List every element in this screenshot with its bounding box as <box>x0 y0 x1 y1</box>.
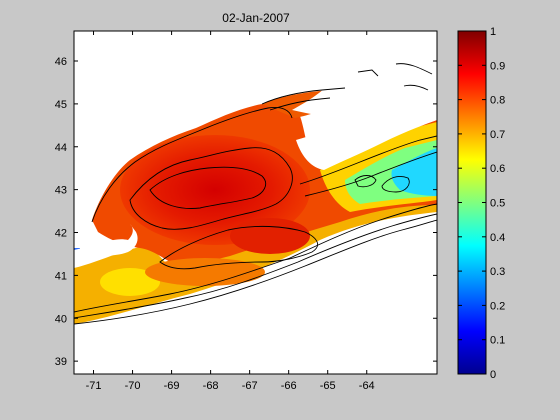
contour-georges <box>159 225 319 270</box>
colorbar-tick-label: 0.4 <box>490 232 505 244</box>
map-axes <box>74 31 437 374</box>
contour-scotian-bank <box>381 175 410 193</box>
field-hot-core-2 <box>230 218 310 254</box>
lat-tick-label: 40 <box>55 313 67 325</box>
lat-tick-label: 45 <box>55 99 67 111</box>
colorbar-tick-label: 0 <box>490 369 496 381</box>
colorbar: 1 0.9 0.8 0.7 0.6 0.5 0.4 0.3 0.2 0.1 0 <box>457 26 505 381</box>
contour-shelf-1 <box>74 203 437 313</box>
contour-shelf-3 <box>74 219 437 325</box>
lat-tick-label: 46 <box>55 56 67 68</box>
lat-tick-label: 42 <box>55 228 67 240</box>
lon-tick-label: -67 <box>242 380 258 392</box>
contour-gulf-basin <box>129 147 293 230</box>
colorbar-tick-label: 0.6 <box>490 163 505 175</box>
cape-cod-land <box>74 224 138 258</box>
lat-tick-label: 43 <box>55 185 67 197</box>
map-title: 02-Jan-2007 <box>222 11 290 25</box>
contour-scotian-2 <box>304 151 437 197</box>
lon-tick-label: -71 <box>86 380 102 392</box>
field-hot-core <box>120 135 310 245</box>
lat-tick-label: 41 <box>55 270 67 282</box>
colorbar-tick-label: 0.7 <box>490 129 505 141</box>
colorbar-scale <box>457 30 487 375</box>
colorbar-tick-label: 0.9 <box>490 60 505 72</box>
lon-axis: -71 -70 -69 -68 -67 -66 -65 -64 <box>86 31 375 392</box>
contour-scotian-bank-2 <box>354 175 377 188</box>
lat-axis: 46 45 44 43 42 41 40 39 <box>55 56 437 368</box>
colorbar-tick-label: 0.5 <box>490 198 505 210</box>
lon-tick-label: -70 <box>125 380 141 392</box>
contour-scotian-1 <box>299 135 437 185</box>
field-cape-yellow <box>100 268 160 296</box>
nova-scotia-land <box>292 31 437 122</box>
colorbar-tick-label: 0.1 <box>490 335 505 347</box>
colorbar-ticks: 1 0.9 0.8 0.7 0.6 0.5 0.4 0.3 0.2 0.1 0 <box>458 26 505 381</box>
colorbar-tick-label: 1 <box>490 26 496 38</box>
lon-tick-label: -64 <box>359 380 375 392</box>
lon-tick-label: -69 <box>164 380 180 392</box>
contour-fundy <box>261 87 346 111</box>
lon-tick-label: -65 <box>320 380 336 392</box>
lat-tick-label: 44 <box>55 142 67 154</box>
colorbar-tick-label: 0.2 <box>490 300 505 312</box>
contour-north-land <box>357 63 433 91</box>
contour-shelf-2 <box>74 213 437 319</box>
bathymetry-contours <box>74 63 437 325</box>
lon-tick-label: -66 <box>281 380 297 392</box>
lon-tick-label: -68 <box>203 380 219 392</box>
colorbar-tick-label: 0.8 <box>490 95 505 107</box>
map-axes-frame <box>73 30 438 375</box>
contour-gulf-inner <box>149 166 266 209</box>
colorbar-tick-label: 0.3 <box>490 266 505 278</box>
lat-tick-label: 39 <box>55 356 67 368</box>
field-scotian-cyan <box>391 148 437 196</box>
field-deep-orange <box>145 258 265 286</box>
nova-scotia-peninsula <box>296 112 437 170</box>
